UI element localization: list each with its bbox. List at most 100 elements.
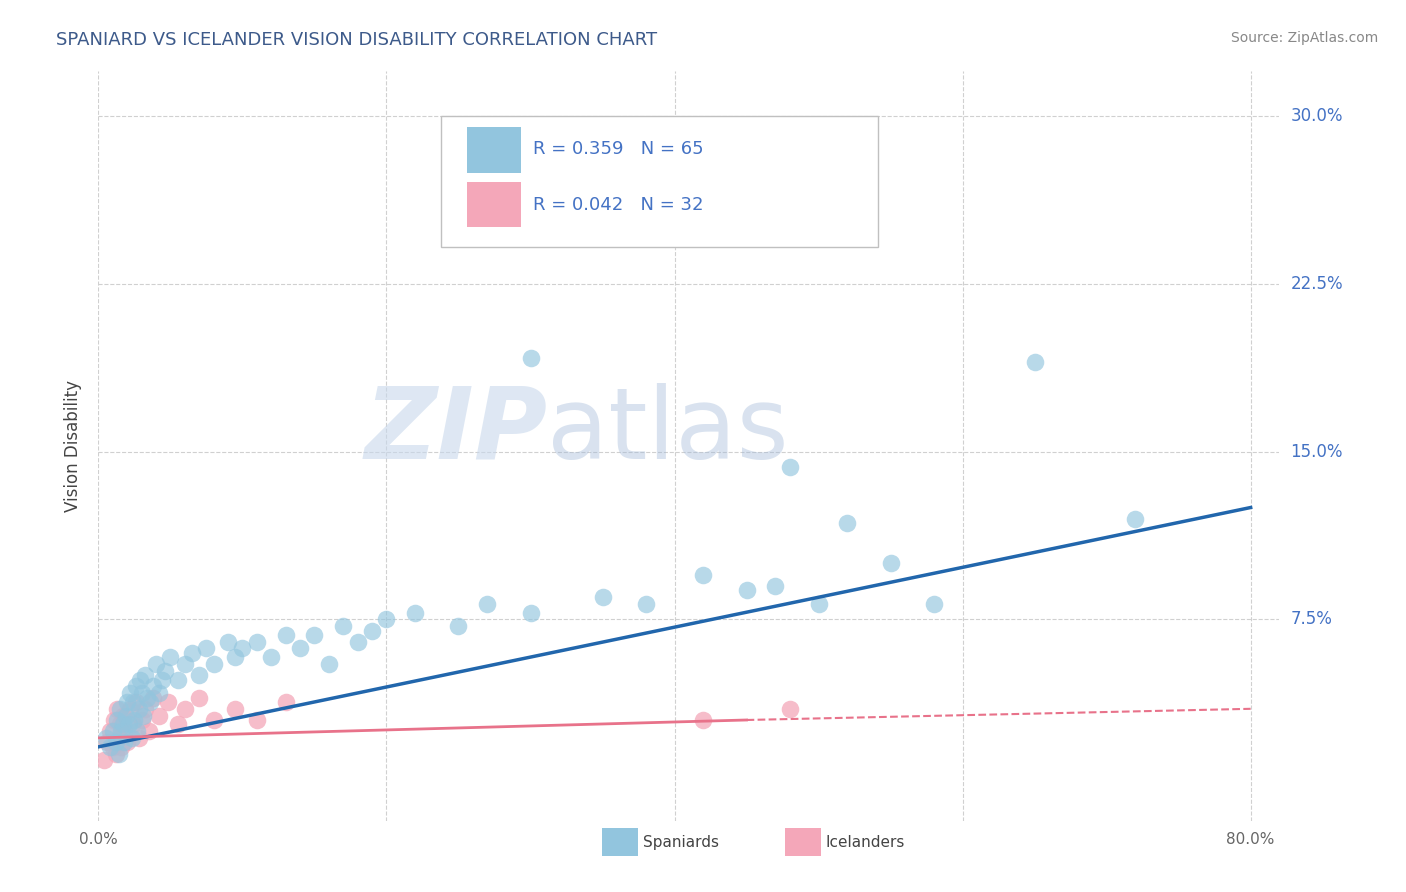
Point — [134, 702, 156, 716]
Point — [115, 695, 138, 709]
Point — [692, 713, 714, 727]
Text: 15.0%: 15.0% — [1291, 442, 1343, 460]
Point — [142, 690, 165, 705]
Point — [98, 739, 121, 754]
Y-axis label: Vision Disability: Vision Disability — [65, 380, 83, 512]
Point — [735, 583, 758, 598]
Point — [101, 739, 124, 754]
Point — [779, 702, 801, 716]
Text: ZIP: ZIP — [364, 383, 547, 480]
Point — [592, 590, 614, 604]
Point — [274, 695, 297, 709]
Point — [477, 597, 499, 611]
Point — [807, 597, 830, 611]
Point — [96, 735, 118, 749]
Point — [304, 628, 326, 642]
Point — [1125, 511, 1147, 525]
Point — [122, 717, 145, 731]
Point — [224, 702, 246, 716]
Point — [139, 695, 162, 709]
Point — [332, 619, 354, 633]
Point — [1024, 355, 1046, 369]
Point — [142, 680, 165, 694]
Text: Spaniards: Spaniards — [643, 835, 718, 849]
Point — [837, 516, 859, 531]
FancyBboxPatch shape — [441, 116, 877, 247]
Text: 0.0%: 0.0% — [79, 832, 118, 847]
Point — [166, 717, 188, 731]
Point — [188, 690, 211, 705]
Point — [318, 657, 340, 671]
Point — [132, 708, 155, 723]
Text: SPANIARD VS ICELANDER VISION DISABILITY CORRELATION CHART: SPANIARD VS ICELANDER VISION DISABILITY … — [56, 31, 658, 49]
Point — [202, 713, 225, 727]
Point — [159, 650, 181, 665]
Point — [519, 606, 541, 620]
Point — [127, 724, 149, 739]
Point — [231, 641, 253, 656]
Point — [148, 686, 170, 700]
Point — [145, 657, 167, 671]
Text: atlas: atlas — [547, 383, 789, 480]
Point — [173, 702, 195, 716]
Point — [125, 680, 148, 694]
Point — [634, 597, 657, 611]
Point — [922, 597, 945, 611]
Point — [105, 702, 128, 716]
Text: 7.5%: 7.5% — [1291, 610, 1333, 628]
Point — [138, 724, 160, 739]
Point — [375, 612, 398, 626]
Text: 22.5%: 22.5% — [1291, 275, 1343, 293]
Point — [763, 579, 786, 593]
Point — [131, 713, 153, 727]
Point — [114, 708, 136, 723]
Point — [692, 567, 714, 582]
Point — [105, 713, 128, 727]
Point — [121, 731, 143, 745]
Point — [101, 724, 124, 739]
Point — [120, 686, 142, 700]
Point — [131, 686, 153, 700]
Point — [260, 650, 283, 665]
Point — [94, 731, 117, 745]
Point — [202, 657, 225, 671]
Point — [111, 708, 134, 723]
Point — [288, 641, 311, 656]
Point — [224, 650, 246, 665]
Point — [122, 695, 145, 709]
Point — [361, 624, 384, 638]
Point — [108, 717, 131, 731]
Point — [107, 731, 129, 745]
Point — [115, 735, 138, 749]
Point — [148, 708, 170, 723]
Point — [274, 628, 297, 642]
Point — [181, 646, 204, 660]
Point — [129, 673, 152, 687]
Point — [108, 702, 131, 716]
Text: Source: ZipAtlas.com: Source: ZipAtlas.com — [1230, 31, 1378, 45]
Point — [124, 713, 146, 727]
Point — [110, 739, 132, 754]
Point — [112, 735, 135, 749]
Point — [447, 619, 470, 633]
Point — [346, 634, 368, 648]
Point — [125, 695, 148, 709]
Point — [150, 673, 173, 687]
Point — [246, 713, 269, 727]
Point — [120, 702, 142, 716]
Point — [404, 606, 426, 620]
Point — [136, 690, 159, 705]
Point — [153, 664, 176, 678]
Point — [103, 713, 125, 727]
Point — [107, 747, 129, 761]
Point — [188, 668, 211, 682]
Point — [173, 657, 195, 671]
Point — [112, 724, 135, 739]
FancyBboxPatch shape — [467, 181, 522, 227]
Point — [166, 673, 188, 687]
Text: 80.0%: 80.0% — [1226, 832, 1275, 847]
Point — [110, 724, 132, 739]
Point — [519, 351, 541, 365]
Point — [93, 753, 115, 767]
Point — [104, 735, 127, 749]
